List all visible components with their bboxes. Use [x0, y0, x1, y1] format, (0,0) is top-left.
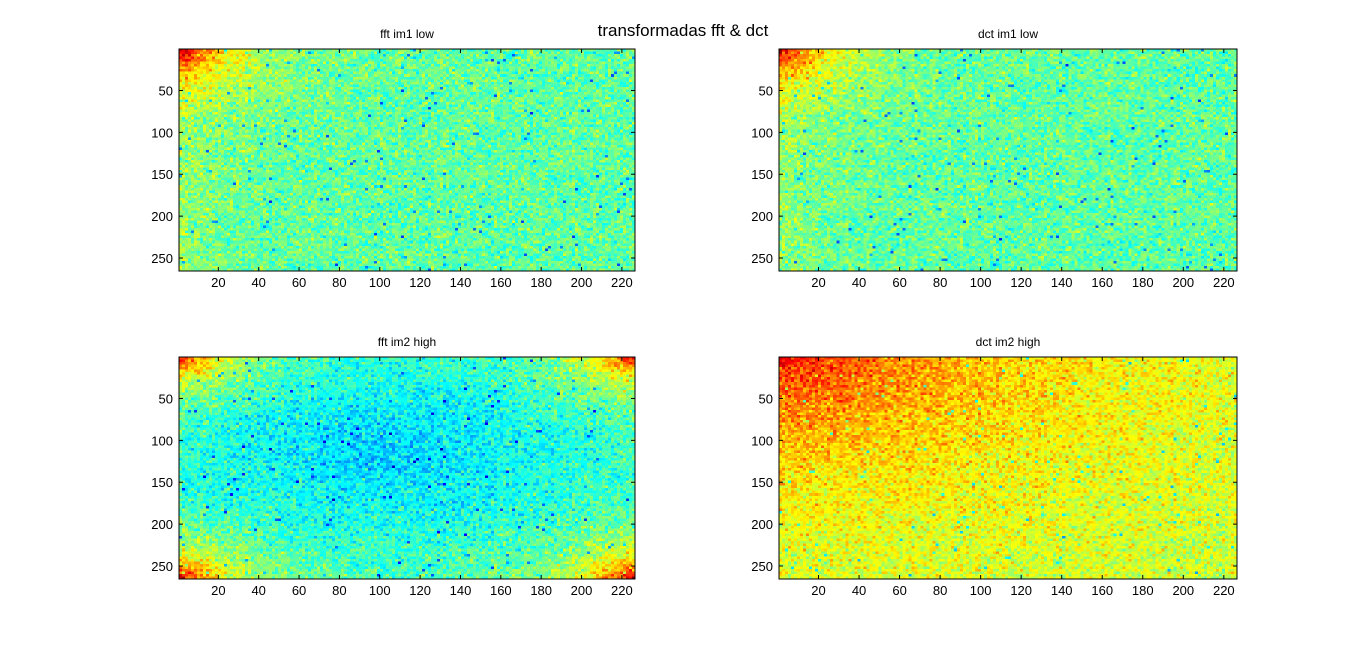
y-tick-label: 100	[751, 433, 773, 448]
y-tick-label: 50	[159, 83, 173, 98]
x-tick-label: 20	[211, 275, 225, 290]
x-tick-label: 180	[1132, 583, 1154, 598]
x-tick-label: 20	[211, 583, 225, 598]
y-tick-label: 150	[151, 475, 173, 490]
x-tick-label: 120	[409, 583, 431, 598]
axes-box	[178, 356, 636, 580]
y-tick-label: 250	[751, 559, 773, 574]
x-tick-label: 180	[530, 275, 552, 290]
y-tick-label: 200	[751, 209, 773, 224]
x-tick-label: 220	[611, 275, 633, 290]
subplot-title: fft im2 high	[378, 335, 436, 349]
x-tick-label: 180	[530, 583, 552, 598]
x-tick-label: 200	[1172, 583, 1194, 598]
x-tick-label: 200	[571, 275, 593, 290]
figure-suptitle: transformadas fft & dct	[597, 21, 769, 40]
axes-box	[778, 48, 1238, 272]
x-tick-label: 20	[811, 275, 825, 290]
y-tick-label: 200	[151, 517, 173, 532]
x-tick-label: 220	[1213, 583, 1235, 598]
x-tick-label: 160	[1091, 583, 1113, 598]
x-tick-label: 220	[611, 583, 633, 598]
subplot-title: dct im1 low	[978, 27, 1038, 41]
x-tick-label: 100	[369, 275, 391, 290]
y-tick-label: 100	[751, 125, 773, 140]
x-tick-label: 40	[852, 275, 866, 290]
x-tick-label: 120	[1010, 583, 1032, 598]
axes-box	[778, 356, 1238, 580]
x-tick-label: 60	[292, 583, 306, 598]
x-tick-label: 200	[571, 583, 593, 598]
x-tick-label: 140	[450, 275, 472, 290]
x-tick-label: 160	[490, 275, 512, 290]
x-tick-label: 40	[251, 583, 265, 598]
heatmap-image	[179, 49, 635, 271]
x-tick-label: 100	[970, 583, 992, 598]
y-tick-label: 150	[751, 475, 773, 490]
y-tick-label: 150	[751, 167, 773, 182]
x-tick-label: 120	[1010, 275, 1032, 290]
y-tick-label: 250	[151, 559, 173, 574]
x-tick-label: 40	[251, 275, 265, 290]
y-tick-label: 200	[751, 517, 773, 532]
y-tick-label: 100	[151, 433, 173, 448]
y-tick-label: 150	[151, 167, 173, 182]
subplot-title: fft im1 low	[380, 27, 434, 41]
x-tick-label: 140	[450, 583, 472, 598]
y-tick-label: 250	[151, 251, 173, 266]
subplot-1: fft im1 low 20 40 60 80 100 120 140 160 180 200 220…	[151, 27, 636, 290]
x-tick-label: 60	[292, 275, 306, 290]
y-tick-label: 200	[151, 209, 173, 224]
subplot-4: dct im2 high 20 40 60 80 100 120 140 160 180 200 22…	[751, 335, 1238, 598]
x-tick-label: 220	[1213, 275, 1235, 290]
x-tick-label: 200	[1172, 275, 1194, 290]
x-tick-label: 20	[811, 583, 825, 598]
y-tick-label: 250	[751, 251, 773, 266]
heatmap-image	[779, 49, 1237, 271]
x-tick-label: 100	[970, 275, 992, 290]
x-tick-label: 40	[852, 583, 866, 598]
x-tick-label: 100	[369, 583, 391, 598]
x-tick-label: 60	[892, 275, 906, 290]
subplot-title: dct im2 high	[976, 335, 1041, 349]
x-tick-label: 180	[1132, 275, 1154, 290]
axes-box	[178, 48, 636, 272]
y-tick-label: 50	[159, 391, 173, 406]
x-tick-label: 80	[332, 583, 346, 598]
x-tick-label: 140	[1051, 583, 1073, 598]
x-tick-label: 80	[933, 583, 947, 598]
y-tick-label: 100	[151, 125, 173, 140]
y-tick-label: 50	[759, 83, 773, 98]
heatmap-image	[779, 357, 1237, 579]
x-tick-label: 160	[1091, 275, 1113, 290]
heatmap-image	[179, 357, 635, 579]
y-tick-label: 50	[759, 391, 773, 406]
x-tick-label: 140	[1051, 275, 1073, 290]
x-tick-label: 80	[332, 275, 346, 290]
subplot-3: fft im2 high 20 40 60 80 100 120 140 160 180 200 22…	[151, 335, 636, 598]
x-tick-label: 120	[409, 275, 431, 290]
subplot-2: dct im1 low 20 40 60 80 100 120 140 160 180 200 220…	[751, 27, 1238, 290]
x-tick-label: 60	[892, 583, 906, 598]
x-tick-label: 80	[933, 275, 947, 290]
x-tick-label: 160	[490, 583, 512, 598]
